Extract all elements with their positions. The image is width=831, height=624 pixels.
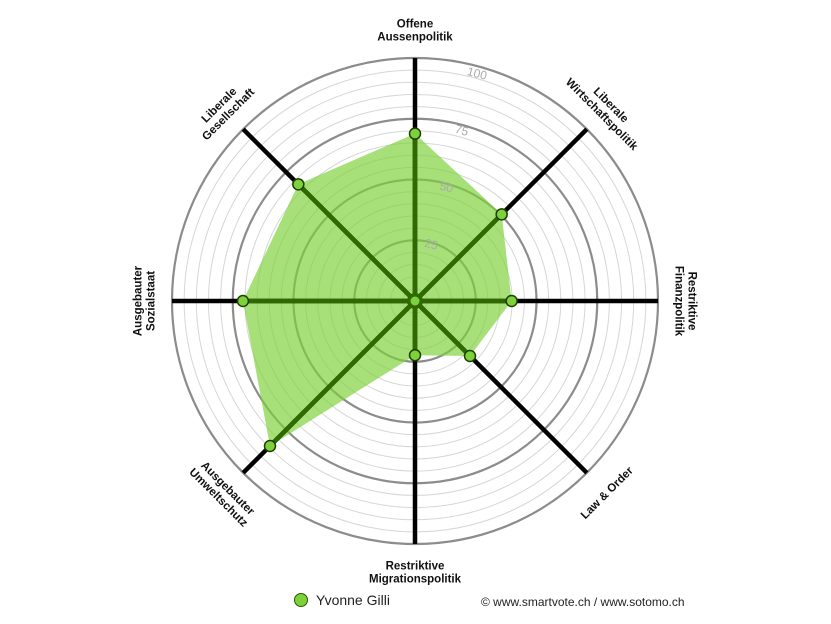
axis-label-line: Ausgebauter bbox=[133, 265, 145, 336]
tick-label: 75 bbox=[454, 122, 471, 139]
axis-spoke-value bbox=[296, 182, 417, 303]
axis-label-line: Finanzpolitik bbox=[673, 266, 685, 337]
data-area bbox=[242, 133, 512, 446]
axis-label-line: Migrationspolitik bbox=[369, 574, 462, 586]
axis-label-line: Restriktive bbox=[686, 272, 698, 331]
data-point bbox=[495, 208, 508, 221]
series-area bbox=[242, 133, 512, 446]
tick-label: 50 bbox=[438, 179, 455, 196]
data-point bbox=[463, 349, 477, 363]
data-point bbox=[263, 439, 277, 453]
axis-label: Ausgebauter Sozialstaat bbox=[133, 265, 158, 336]
tick-label: 100 bbox=[466, 64, 489, 83]
copyright-text: © www.smartvote.ch / www.sotomo.ch bbox=[481, 595, 685, 609]
center-hub-inner bbox=[410, 296, 420, 306]
legend: Yvonne Gilli bbox=[294, 592, 390, 608]
legend-label: Yvonne Gilli bbox=[316, 592, 390, 608]
tick-labels: 25 50 75 100 bbox=[423, 64, 489, 253]
axis-spoke-value bbox=[413, 299, 472, 358]
data-point bbox=[408, 348, 422, 362]
axis-spoke-value bbox=[413, 212, 504, 303]
data-point bbox=[408, 127, 422, 140]
axis-label-line: Offene bbox=[397, 19, 433, 31]
axis-spokes bbox=[172, 58, 658, 544]
legend-marker-icon bbox=[294, 593, 308, 607]
data-point bbox=[505, 294, 518, 308]
axis-label-line: Sozialstaat bbox=[146, 271, 158, 331]
tick-label: 25 bbox=[423, 236, 440, 253]
data-point bbox=[236, 294, 250, 308]
axis-spoke-value bbox=[268, 299, 417, 448]
data-points bbox=[236, 127, 518, 453]
axis-label-line: Aussenpolitik bbox=[377, 32, 453, 44]
data-point bbox=[292, 178, 305, 191]
axis-label-line: Restriktive bbox=[386, 561, 445, 573]
